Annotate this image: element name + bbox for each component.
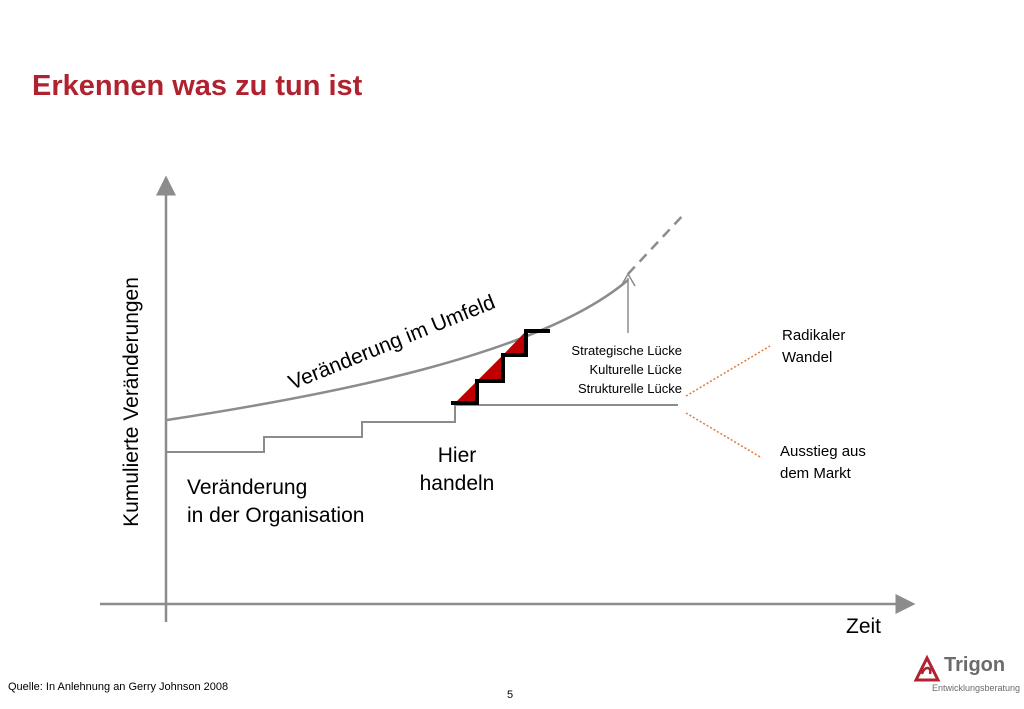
trigon-logo-icon (913, 654, 941, 682)
gap-triangle (477, 355, 503, 381)
outcome-radical-line1: Radikaler (782, 327, 845, 344)
gap-label-structural: Strukturelle Lücke (578, 381, 682, 396)
trigon-logo: Trigon Entwicklungsberatung (910, 650, 1020, 700)
gap-triangle (503, 331, 526, 355)
organisation-label-line2: in der Organisation (187, 504, 364, 527)
slide-title: Erkennen was zu tun ist (32, 70, 363, 102)
organisation-steps (167, 404, 678, 453)
outcome-exit-line1: Ausstieg aus (780, 443, 866, 460)
dotted-line-exit (685, 412, 763, 459)
action-label-line2: handeln (420, 472, 495, 495)
x-axis-label: Zeit (846, 615, 881, 638)
logo-name: Trigon (944, 654, 1006, 676)
action-staircase (451, 329, 550, 405)
environment-curve-projection (627, 211, 687, 275)
outcome-radical-line2: Wandel (782, 349, 832, 366)
source-note: Quelle: In Anlehnung an Gerry Johnson 20… (8, 681, 229, 693)
gap-label-strategic: Strategische Lücke (571, 343, 682, 358)
gap-label-cultural: Kulturelle Lücke (590, 362, 683, 377)
page-number: 5 (507, 689, 514, 701)
dotted-line-radical (685, 345, 771, 397)
gap-triangle (455, 381, 477, 403)
environment-curve-label: Veränderung im Umfeld (285, 291, 498, 395)
environment-curve (166, 279, 629, 422)
gap-arrow-head (620, 272, 636, 287)
logo-subtitle: Entwicklungsberatung (932, 683, 1021, 693)
action-label-line1: Hier (438, 444, 477, 467)
organisation-label-line1: Veränderung (187, 476, 307, 499)
y-axis-label: Kumulierte Veränderungen (120, 277, 143, 527)
outcome-exit-line2: dem Markt (780, 465, 852, 482)
